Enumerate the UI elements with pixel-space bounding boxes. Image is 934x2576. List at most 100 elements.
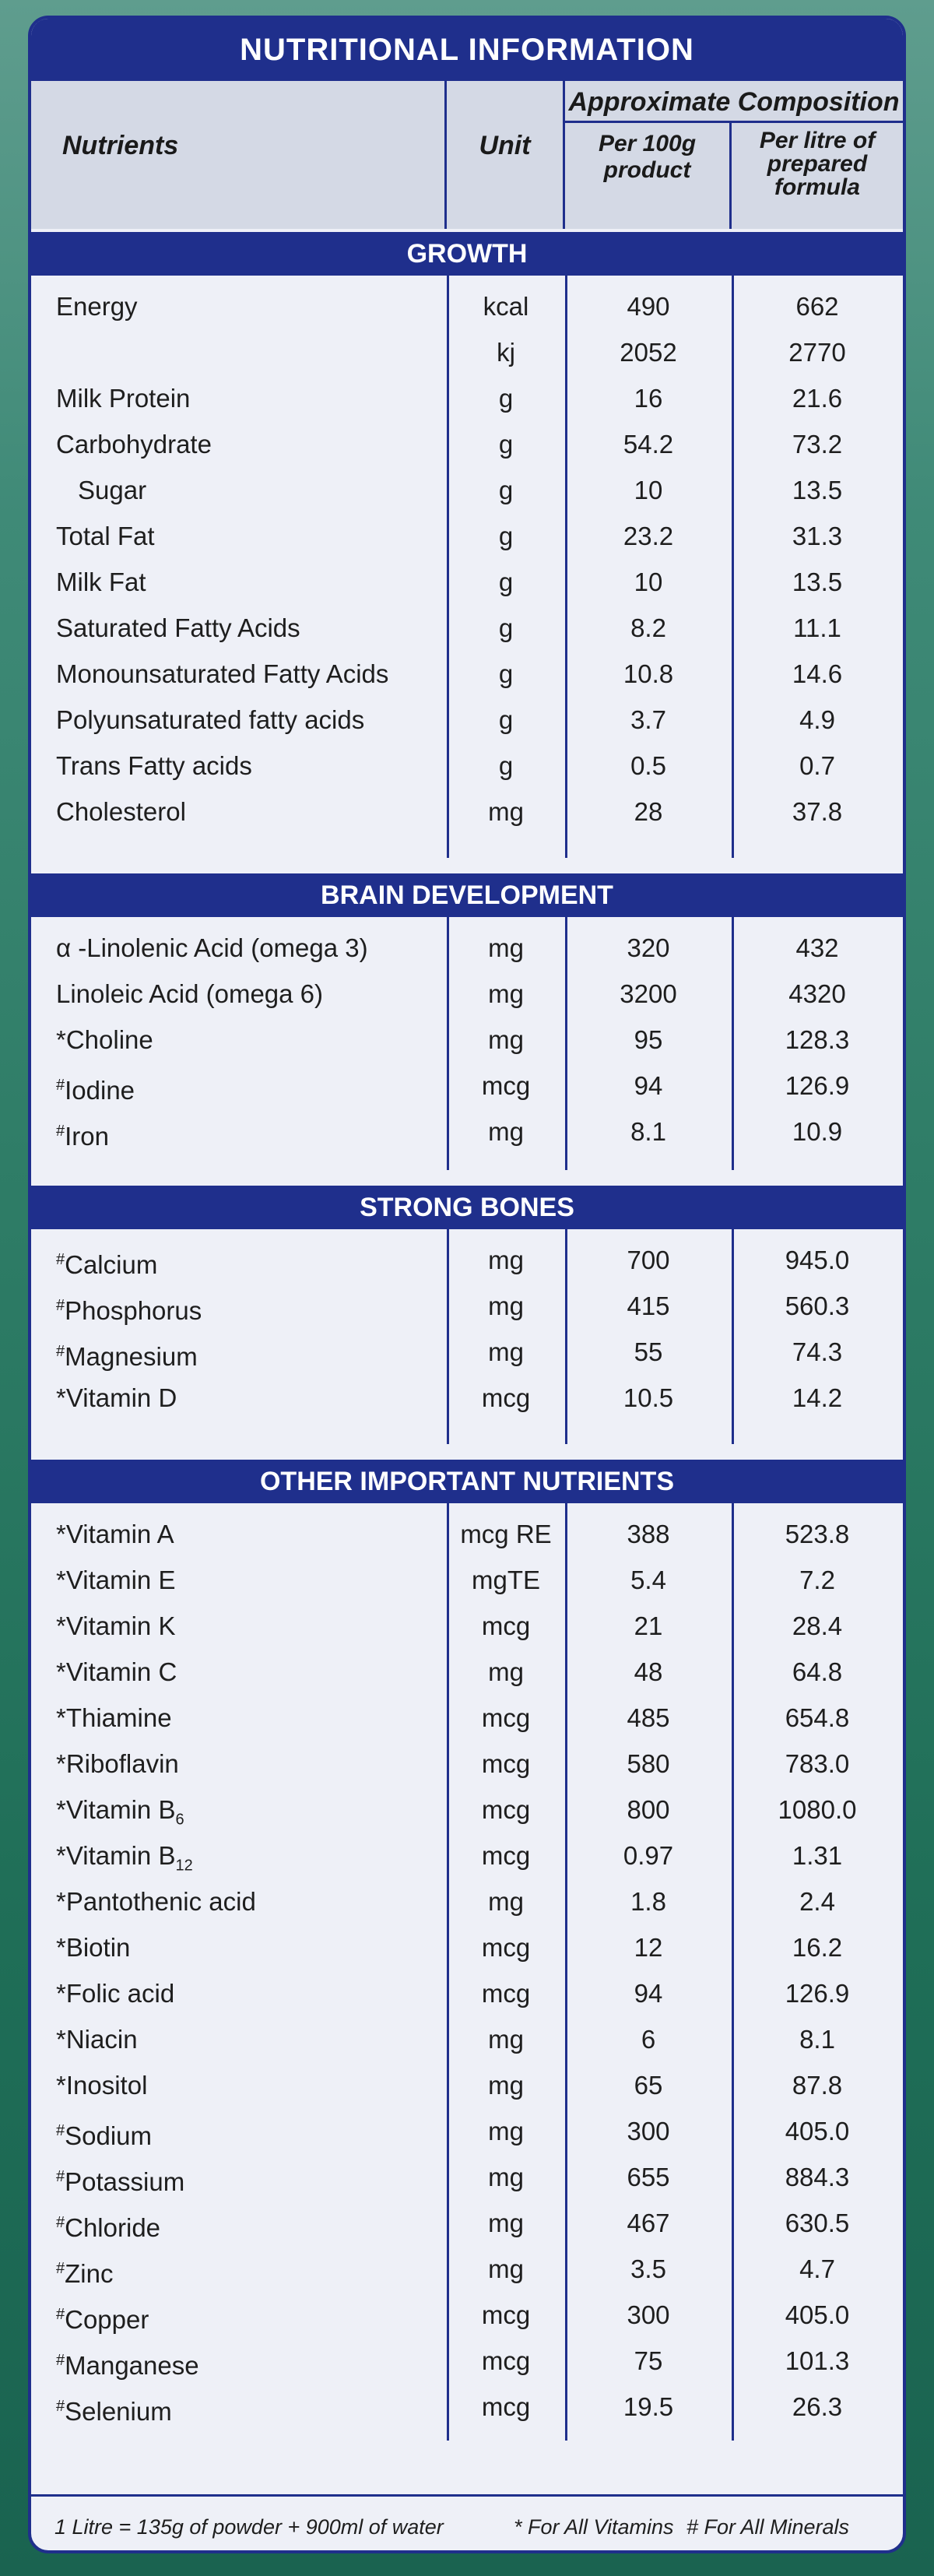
section-header-growth: GROWTH [31, 232, 903, 276]
unit-cell: mg [488, 1246, 524, 1274]
unit-cell: mcg [481, 1703, 531, 1732]
footer-minerals-note: # For All Minerals [686, 2515, 850, 2539]
nutrient-name: Cholesterol [56, 797, 186, 826]
unit-cell: g [498, 751, 514, 780]
column-divider [565, 1503, 567, 2441]
per-100g-cell: 55 [634, 1337, 663, 1366]
per-100g-cell: 3200 [620, 979, 677, 1008]
mineral-mark: # [56, 2352, 65, 2369]
per-100g-cell: 6 [641, 2025, 656, 2054]
table-row: Linoleic Acid (omega 6) mg 3200 4320 [31, 971, 903, 1017]
per-100g-cell: 2052 [620, 338, 677, 367]
unit-cell: mg [488, 2209, 524, 2237]
per-100g-cell: 54.2 [623, 430, 674, 459]
table-row: Trans Fatty acids g 0.5 0.7 [31, 743, 903, 789]
nutrient-name: *Vitamin B6 [56, 1795, 184, 1829]
nutrient-name: *Thiamine [56, 1703, 172, 1732]
unit-cell: kj [497, 338, 515, 367]
unit-cell: mg [488, 1887, 524, 1916]
per-100g-cell: 580 [627, 1749, 670, 1778]
table-row: Milk Fat g 10 13.5 [31, 559, 903, 605]
header-per-100g-line2: product [603, 157, 691, 183]
nutrient-name: Saturated Fatty Acids [56, 613, 300, 642]
unit-cell: mcg [481, 1933, 531, 1962]
nutrient-name: #Selenium [56, 2397, 172, 2426]
per-100g-cell: 655 [627, 2163, 670, 2191]
table-row: #Phosphorus mg 415 560.3 [31, 1283, 903, 1329]
unit-cell: mcg [481, 2346, 531, 2375]
table-row: *Biotin mcg 12 16.2 [31, 1924, 903, 1970]
vitamin-mark: * [56, 1933, 66, 1962]
vitamin-mark: * [56, 1979, 66, 2008]
section-header-strong-bones: STRONG BONES [31, 1186, 903, 1229]
table-row: Saturated Fatty Acids g 8.2 11.1 [31, 605, 903, 651]
mineral-mark: # [56, 2214, 65, 2231]
per-100g-cell: 21 [634, 1611, 663, 1640]
per-litre-cell: 2.4 [799, 1887, 835, 1916]
unit-cell: mg [488, 1657, 524, 1686]
nutrient-name: #Phosphorus [56, 1296, 202, 1325]
nutrient-name: *Vitamin B12 [56, 1841, 193, 1875]
table-row: *Vitamin C mg 48 64.8 [31, 1649, 903, 1695]
nutrient-name: #Potassium [56, 2167, 185, 2196]
column-divider [565, 276, 567, 858]
nutrient-name: Energy [56, 292, 138, 321]
per-litre-cell: 14.6 [792, 659, 843, 688]
table-row: *Pantothenic acid mg 1.8 2.4 [31, 1878, 903, 1924]
per-litre-cell: 2770 [788, 338, 846, 367]
per-litre-cell: 630.5 [785, 2209, 850, 2237]
table-row: *Thiamine mcg 485 654.8 [31, 1695, 903, 1741]
per-100g-cell: 8.2 [630, 613, 666, 642]
per-litre-cell: 884.3 [785, 2163, 850, 2191]
nutrient-name: *Vitamin C [56, 1657, 177, 1686]
per-100g-cell: 0.5 [630, 751, 666, 780]
table-row: *Vitamin B6 mcg 800 1080.0 [31, 1787, 903, 1833]
column-divider [565, 917, 567, 1170]
table-row: *Vitamin D mcg 10.5 14.2 [31, 1375, 903, 1421]
nutrient-name: *Vitamin K [56, 1611, 176, 1640]
per-100g-cell: 94 [634, 1979, 663, 2008]
nutrient-name: Polyunsaturated fatty acids [56, 705, 365, 734]
per-100g-cell: 320 [627, 933, 670, 962]
table-row: *Folic acid mcg 94 126.9 [31, 1970, 903, 2016]
per-litre-cell: 28.4 [792, 1611, 843, 1640]
per-100g-cell: 28 [634, 797, 663, 826]
unit-cell: g [498, 384, 514, 413]
per-100g-cell: 10.8 [623, 659, 674, 688]
column-divider [732, 917, 734, 1170]
table-row: #Chloride mg 467 630.5 [31, 2200, 903, 2246]
nutrient-name: Sugar [78, 476, 147, 504]
per-litre-cell: 783.0 [785, 1749, 850, 1778]
per-100g-cell: 800 [627, 1795, 670, 1824]
table-row: kj 2052 2770 [31, 329, 903, 375]
column-divider [447, 276, 449, 858]
mineral-mark: # [56, 2398, 65, 2415]
unit-cell: mcg [481, 1795, 531, 1824]
per-100g-cell: 65 [634, 2071, 663, 2100]
per-litre-cell: 126.9 [785, 1071, 850, 1100]
vitamin-mark: * [56, 1749, 66, 1778]
per-100g-cell: 485 [627, 1703, 670, 1732]
nutrient-name: *Inositol [56, 2071, 148, 2100]
per-litre-cell: 4320 [788, 979, 846, 1008]
column-divider [732, 276, 734, 858]
column-divider [732, 1503, 734, 2441]
per-litre-cell: 10.9 [792, 1117, 843, 1146]
unit-cell: mg [488, 933, 524, 962]
per-litre-cell: 126.9 [785, 1979, 850, 2008]
nutrient-name: *Vitamin D [56, 1383, 177, 1412]
header-unit: Unit [447, 81, 565, 229]
per-100g-cell: 16 [634, 384, 663, 413]
nutrient-name: #Zinc [56, 2259, 114, 2288]
nutrient-name: #Chloride [56, 2213, 161, 2242]
nutrient-name: *Vitamin A [56, 1520, 174, 1548]
nutrient-name: Carbohydrate [56, 430, 212, 459]
per-litre-cell: 560.3 [785, 1292, 850, 1320]
per-litre-cell: 662 [795, 292, 839, 321]
per-litre-cell: 0.7 [799, 751, 835, 780]
table-row: #Manganese mcg 75 101.3 [31, 2338, 903, 2384]
subscript: 6 [175, 1811, 184, 1829]
table-row: *Vitamin K mcg 21 28.4 [31, 1603, 903, 1649]
vitamin-mark: * [56, 1025, 66, 1054]
unit-cell: mcg [481, 1979, 531, 2008]
